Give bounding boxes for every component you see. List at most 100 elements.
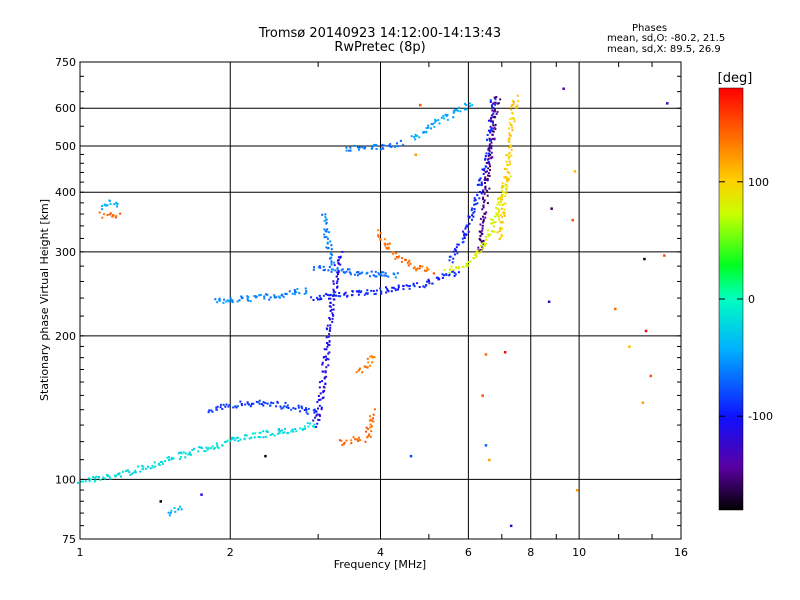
echo-point [445,273,448,276]
echo-point [356,438,359,441]
echo-point [492,221,495,224]
echo-point [463,232,466,235]
echo-point [273,294,276,297]
echo-point [448,271,451,274]
echo-point [469,102,471,105]
echo-point [325,375,328,378]
echo-point [492,225,495,228]
echo-point [407,264,410,267]
echo-point [427,124,430,127]
echo-point [465,262,468,265]
echo-point [322,269,325,272]
echo-point [141,464,144,467]
echo-point [443,117,445,120]
echo-point [369,435,372,438]
echo-point [318,413,321,416]
echo-point [489,169,491,172]
echo-point [108,475,111,478]
echo-point [393,273,396,276]
echo-point [492,127,494,130]
echo-point [454,273,457,276]
echo-point [480,183,483,186]
echo-point [427,126,430,129]
echo-point [457,109,459,112]
echo-point [281,293,284,296]
echo-point [317,266,320,269]
data-points [77,87,669,528]
y-tick-label: 75 [62,533,76,546]
echo-point [503,191,506,194]
echo-point [340,269,343,272]
echo-point [235,406,238,409]
echo-point [394,257,397,260]
echo-point [454,249,457,252]
echo-point [249,300,252,303]
echo-point [333,264,336,267]
echo-point [266,402,269,405]
echo-point [358,272,361,275]
echo-point [294,407,297,410]
echo-point [370,147,373,150]
echo-point [325,218,328,221]
echo-point [370,289,373,292]
echo-point [211,445,214,448]
echo-point [229,297,232,299]
echo-point [487,174,489,177]
echo-point [208,409,211,412]
echo-point [408,287,411,290]
echo-point [353,273,356,276]
echo-point [390,145,393,148]
echo-point [330,270,333,273]
echo-point [454,108,457,111]
echo-point [503,167,506,170]
echo-point [511,104,514,107]
echo-point [94,476,96,479]
echo-point [493,230,496,233]
echo-point [340,439,343,442]
echo-point [364,145,366,148]
echo-point [481,208,484,211]
echo-point [372,417,374,420]
echo-point [229,439,232,442]
echo-point [489,99,492,102]
echo-point [284,427,287,430]
echo-point [247,296,250,299]
echo-point [384,242,387,245]
echo-point [329,326,332,329]
echo-point [433,125,436,128]
echo-point [496,203,499,206]
echo-point [319,414,321,417]
echo-point [295,430,298,433]
echo-point [304,287,307,290]
echo-point [337,271,340,274]
echo-point [263,295,266,298]
echo-point [372,274,375,277]
outlier-point [409,454,413,458]
echo-point [318,298,321,301]
echo-point [509,144,512,147]
echo-point [126,469,129,472]
echo-point [469,105,471,108]
echo-point [281,431,284,434]
echo-point [401,257,404,260]
echo-point [481,227,484,230]
echo-point [473,199,476,202]
x-tick-label: 4 [377,546,384,559]
echo-point [222,301,225,304]
echo-point [369,423,372,426]
echo-point [318,386,321,389]
echo-point [479,217,482,220]
echo-point [325,348,328,351]
echo-point [279,430,281,433]
echo-point [465,265,468,267]
echo-point [114,216,117,219]
echo-point [474,199,477,201]
echo-point [410,135,413,138]
echo-point [494,128,497,130]
echo-point [475,254,478,257]
echo-point [351,290,354,293]
echo-point [483,169,486,172]
echo-point [476,183,479,186]
echo-point [203,450,206,453]
echo-point [471,207,474,210]
